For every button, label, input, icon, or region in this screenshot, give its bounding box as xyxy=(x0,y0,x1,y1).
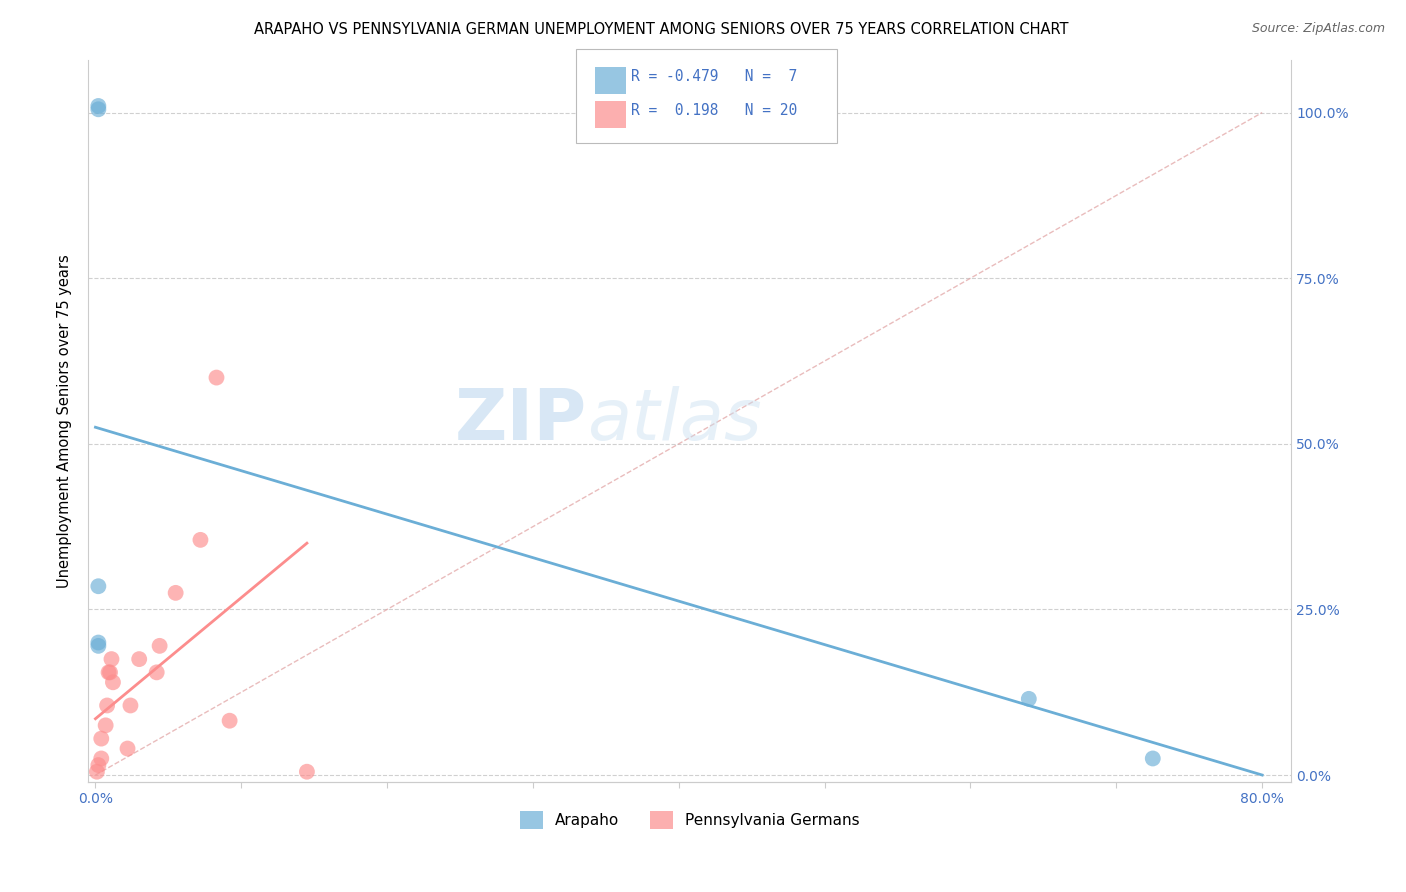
Point xyxy=(100,652,122,666)
Point xyxy=(145,665,167,680)
Point xyxy=(86,764,108,779)
Legend: Arapaho, Pennsylvania Germans: Arapaho, Pennsylvania Germans xyxy=(513,805,866,836)
Point xyxy=(87,635,110,649)
Point xyxy=(87,99,110,113)
Point xyxy=(1142,751,1164,765)
Point xyxy=(117,741,139,756)
Point xyxy=(120,698,142,713)
Point xyxy=(165,586,187,600)
Point xyxy=(87,103,110,117)
Point xyxy=(149,639,172,653)
Point xyxy=(96,698,118,713)
Point xyxy=(87,639,110,653)
Point xyxy=(98,665,121,680)
Point xyxy=(94,718,117,732)
Text: ARAPAHO VS PENNSYLVANIA GERMAN UNEMPLOYMENT AMONG SENIORS OVER 75 YEARS CORRELAT: ARAPAHO VS PENNSYLVANIA GERMAN UNEMPLOYM… xyxy=(253,22,1069,37)
Text: Source: ZipAtlas.com: Source: ZipAtlas.com xyxy=(1251,22,1385,36)
Text: R = -0.479   N =  7: R = -0.479 N = 7 xyxy=(631,69,797,84)
Point xyxy=(218,714,240,728)
Y-axis label: Unemployment Among Seniors over 75 years: Unemployment Among Seniors over 75 years xyxy=(58,253,72,588)
Point xyxy=(190,533,212,547)
Point xyxy=(90,731,112,746)
Point xyxy=(90,751,112,765)
Point xyxy=(97,665,120,680)
Text: R =  0.198   N = 20: R = 0.198 N = 20 xyxy=(631,103,797,118)
Point xyxy=(87,579,110,593)
Point xyxy=(87,758,110,772)
Point xyxy=(295,764,318,779)
Point xyxy=(1018,691,1040,706)
Point xyxy=(205,370,228,384)
Point xyxy=(101,675,124,690)
Text: atlas: atlas xyxy=(588,386,762,455)
Text: ZIP: ZIP xyxy=(456,386,588,455)
Point xyxy=(128,652,150,666)
